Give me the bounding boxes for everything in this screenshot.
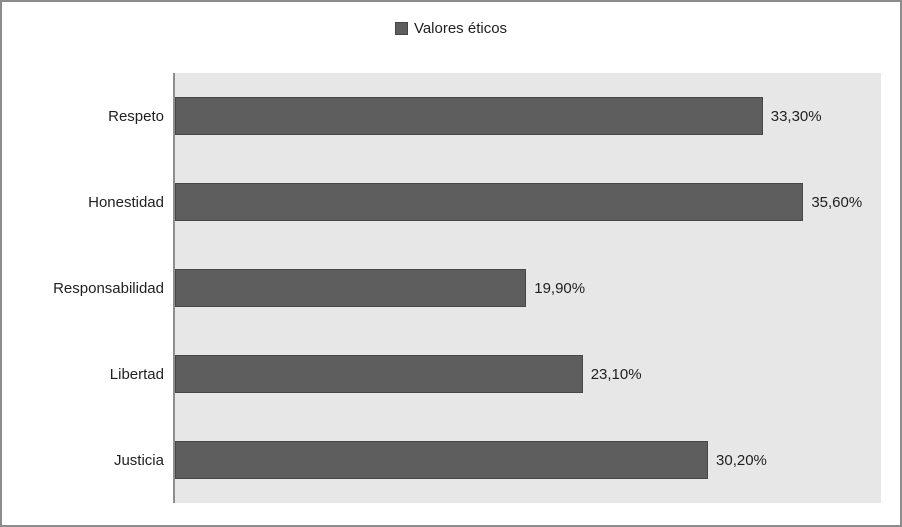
legend: Valores éticos [2, 20, 900, 37]
bar-row: 35,60% [175, 159, 881, 245]
bar [175, 97, 763, 135]
bar-value-label: 19,90% [534, 279, 586, 297]
bar-value-label: 23,10% [590, 365, 642, 383]
legend-label: Valores éticos [413, 20, 508, 37]
plot-area: 33,30% 35,60% 19,90% 23,10% 30,20% [173, 73, 881, 503]
bar-row: 33,30% [175, 73, 881, 159]
category-label: Libertad [109, 365, 164, 383]
bar [175, 269, 527, 307]
category-label: Honestidad [88, 193, 164, 211]
legend-swatch-icon [394, 22, 408, 35]
bar-row: 19,90% [175, 245, 881, 331]
plot-wrap: Respeto Honestidad Responsabilidad Libertad… [2, 73, 881, 503]
category-label: Respeto [108, 107, 164, 125]
category-label: Responsabilidad [53, 279, 164, 297]
bar-value-label: 30,20% [716, 451, 767, 469]
bar-value-label: 33,30% [770, 107, 822, 125]
bar [175, 441, 709, 479]
bar-value-label: 35,60% [811, 193, 863, 211]
bar [175, 355, 583, 393]
bar-row: 23,10% [175, 331, 881, 417]
category-axis-labels: Respeto Honestidad Responsabilidad Libertad… [2, 73, 173, 503]
bar-row: 30,20% [175, 417, 881, 503]
bar [175, 183, 804, 221]
category-label: Justicia [113, 451, 164, 469]
